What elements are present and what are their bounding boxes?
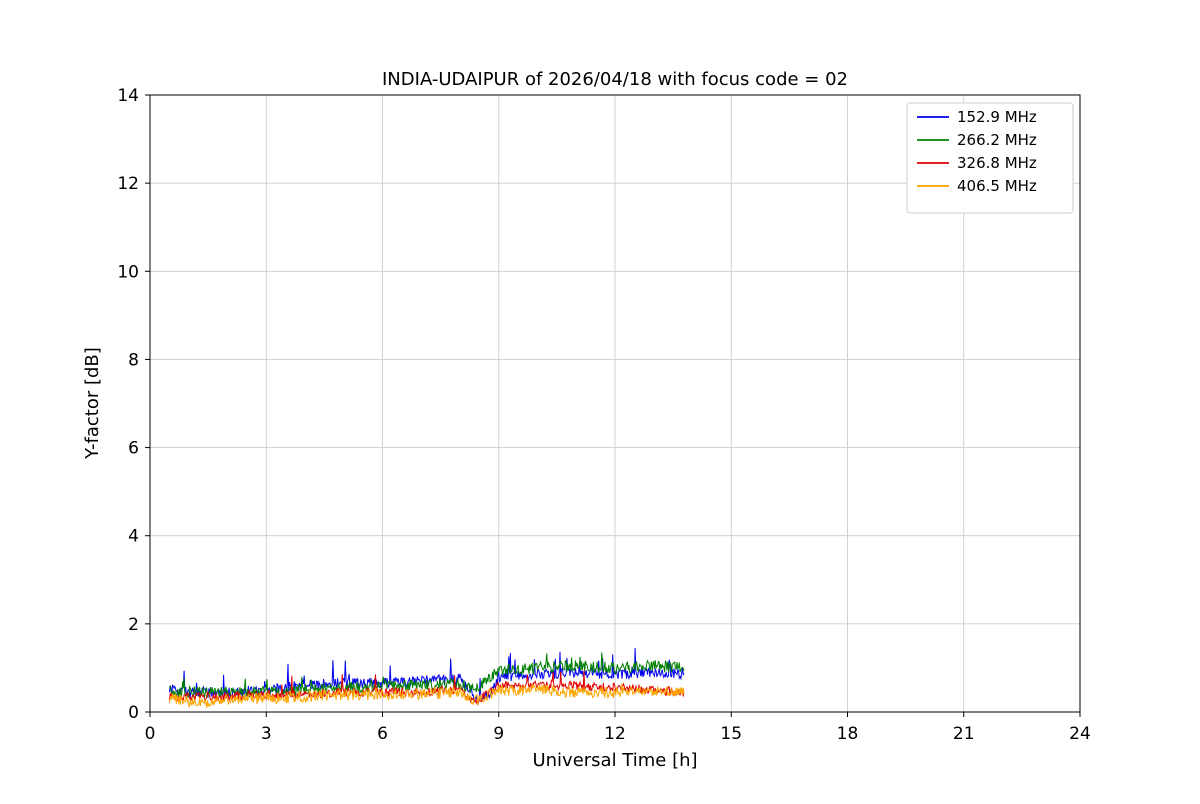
series-line-406.5-MHz <box>168 683 685 708</box>
y-tick-label: 6 <box>128 439 139 459</box>
x-axis-label: Universal Time [h] <box>532 750 697 771</box>
legend-label: 326.8 MHz <box>957 154 1037 172</box>
series-group <box>168 647 685 708</box>
legend-label: 406.5 MHz <box>957 177 1037 195</box>
y-tick-label: 14 <box>117 86 139 106</box>
x-tick-label: 6 <box>377 724 388 744</box>
y-tick-label: 2 <box>128 615 139 635</box>
x-tick-label: 12 <box>604 724 626 744</box>
y-axis-ticks: 0 2 4 6 8 10 12 14 <box>117 86 150 723</box>
y-tick-label: 0 <box>128 703 139 723</box>
y-tick-label: 12 <box>117 174 139 194</box>
y-tick-label: 4 <box>128 527 139 547</box>
x-tick-label: 24 <box>1069 724 1091 744</box>
y-tick-label: 8 <box>128 350 139 370</box>
chart-title: INDIA-UDAIPUR of 2026/04/18 with focus c… <box>382 69 848 90</box>
x-tick-label: 15 <box>720 724 742 744</box>
legend-label: 266.2 MHz <box>957 131 1037 149</box>
series-line-266.2-MHz <box>169 652 685 699</box>
x-tick-label: 9 <box>493 724 504 744</box>
x-tick-label: 0 <box>145 724 156 744</box>
legend: 152.9 MHz 266.2 MHz 326.8 MHz 406.5 MHz <box>906 102 1074 214</box>
x-tick-label: 21 <box>953 724 975 744</box>
legend-label: 152.9 MHz <box>957 108 1037 126</box>
y-axis-label: Y-factor [dB] <box>82 347 103 460</box>
x-tick-label: 18 <box>837 724 859 744</box>
x-tick-label: 3 <box>261 724 272 744</box>
y-tick-label: 10 <box>117 262 139 282</box>
x-axis-ticks: 0 3 6 9 12 15 18 21 24 <box>145 712 1091 744</box>
